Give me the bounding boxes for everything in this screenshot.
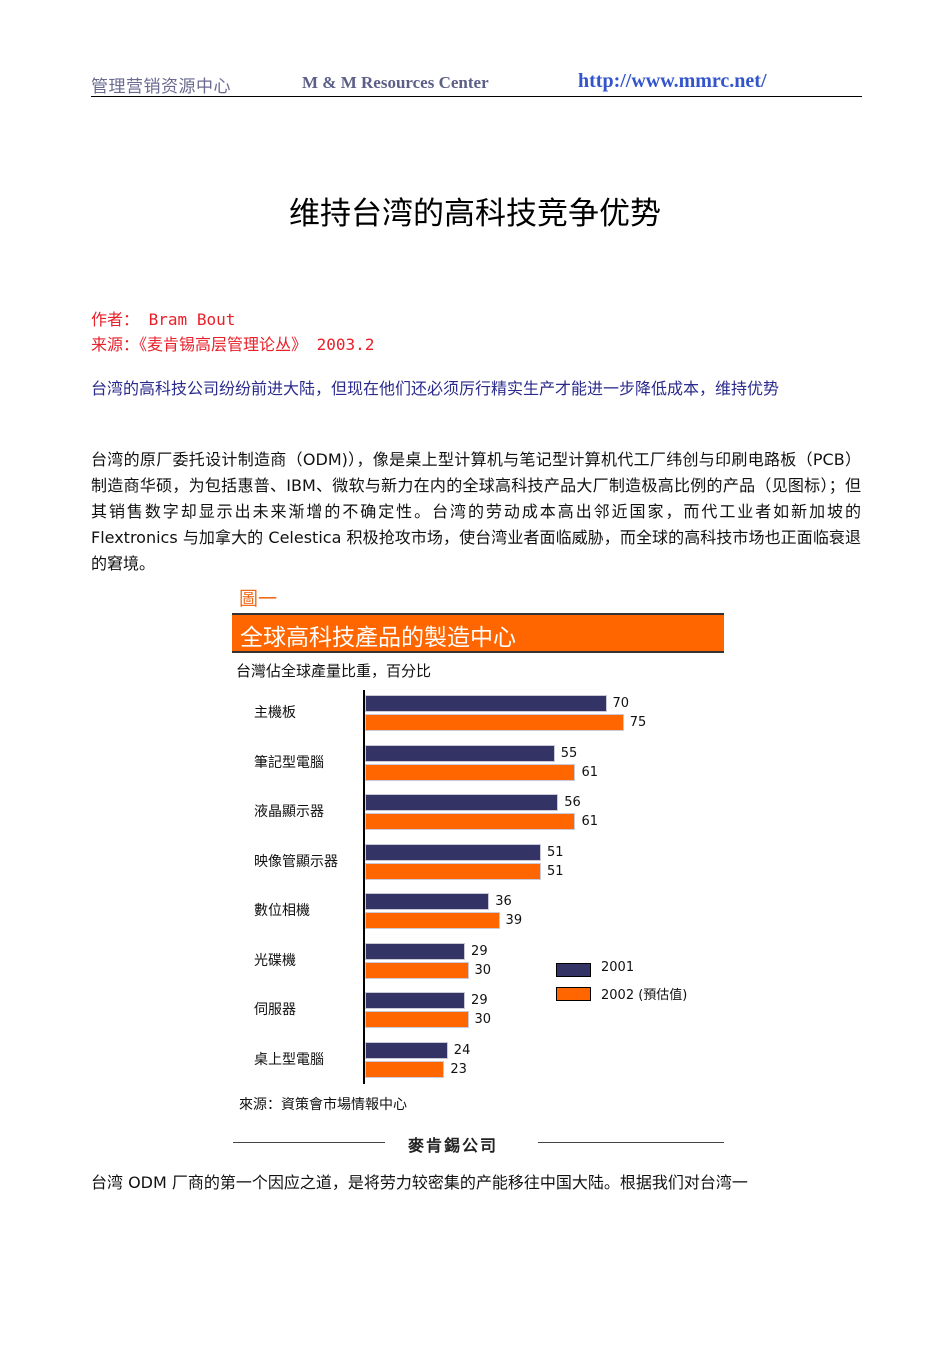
legend-label-2001: 2001 bbox=[601, 960, 635, 975]
figure-subtitle: 台灣佔全球產量比重，百分比 bbox=[236, 662, 432, 680]
bar-value-label: 61 bbox=[581, 764, 598, 780]
category-label: 伺服器 bbox=[254, 1002, 296, 1018]
bar-2002 bbox=[365, 813, 576, 830]
bar-2001 bbox=[365, 992, 466, 1009]
body-paragraph-1: 台湾的原厂委托设计制造商（ODM)），像是桌上型计算机与笔记型计算机代工厂纬创与… bbox=[91, 450, 861, 573]
chart-axis bbox=[363, 690, 365, 1084]
legend-swatch-2001 bbox=[556, 963, 591, 977]
bar-value-label: 61 bbox=[581, 814, 598, 829]
divider-left bbox=[233, 1142, 385, 1143]
bar-2002 bbox=[365, 1060, 445, 1078]
bar-value-label: 56 bbox=[564, 795, 581, 810]
bar-2002 bbox=[365, 912, 500, 929]
bar-value-label: 39 bbox=[505, 913, 523, 928]
bar-value-label: 30 bbox=[474, 962, 492, 978]
page-header: 管理营销资源中心 M & M Resources Center http://w… bbox=[91, 70, 862, 97]
site-url-link[interactable]: http://www.mmrc.net/ bbox=[578, 70, 767, 92]
article-title: 维持台湾的高科技竞争优势 bbox=[289, 196, 661, 232]
bar-2001 bbox=[365, 695, 607, 712]
source-line: 来源：《麦肯锡高层管理论丛》 2003.2 bbox=[91, 331, 374, 355]
bar-2001 bbox=[365, 1041, 448, 1059]
category-label: 液晶顯示器 bbox=[254, 804, 324, 820]
org-name-cn: 管理营销资源中心 bbox=[91, 77, 231, 97]
bar-2002 bbox=[365, 961, 469, 979]
org-name-en: M & M Resources Center bbox=[302, 73, 489, 92]
legend-label-2002: 2002 (預估值) bbox=[601, 988, 688, 1003]
category-label: 桌上型電腦 bbox=[254, 1051, 324, 1068]
bar-2002 bbox=[365, 763, 576, 781]
figure-banner: 全球高科技產品的製造中心 bbox=[232, 613, 724, 653]
source-label: 来源： bbox=[91, 335, 140, 354]
bar-value-label: 36 bbox=[495, 894, 512, 909]
bar-2001 bbox=[365, 794, 559, 811]
source-name: 《麦肯锡高层管理论丛》 2003.2 bbox=[139, 335, 375, 354]
bar-value-label: 70 bbox=[612, 696, 630, 711]
bar-value-label: 23 bbox=[450, 1061, 467, 1077]
bar-value-label: 51 bbox=[546, 863, 564, 879]
figure-label: 圖一 bbox=[239, 588, 278, 610]
author-label: 作者： bbox=[91, 310, 140, 329]
category-label: 映像管顯示器 bbox=[254, 853, 338, 870]
legend-swatch-2002 bbox=[556, 987, 591, 1001]
bar-2002 bbox=[365, 1011, 469, 1028]
category-label: 數位相機 bbox=[254, 903, 310, 919]
category-label: 筆記型電腦 bbox=[254, 754, 324, 771]
author-line: 作者： Bram Bout bbox=[91, 306, 235, 330]
category-label: 主機板 bbox=[254, 705, 296, 721]
bar-value-label: 51 bbox=[546, 844, 564, 860]
bar-2002 bbox=[365, 862, 541, 880]
bar-2002 bbox=[365, 714, 624, 731]
bar-2001 bbox=[365, 843, 541, 861]
bar-2001 bbox=[365, 744, 555, 762]
figure-title: 全球高科技產品的製造中心 bbox=[240, 625, 516, 651]
bar-value-label: 29 bbox=[471, 943, 488, 959]
figure-source: 來源：資策會市場情報中心 bbox=[239, 1097, 407, 1113]
figure-chart: 圖一 全球高科技產品的製造中心 台灣佔全球產量比重，百分比 主機板 70 75 筆記型… bbox=[230, 584, 730, 1159]
bar-2001 bbox=[365, 893, 490, 910]
category-label: 光碟機 bbox=[254, 952, 296, 969]
bar-value-label: 75 bbox=[629, 715, 647, 730]
body-paragraph-2: 台湾 ODM 厂商的第一个因应之道，是将劳力较密集的产能移往中国大陆。根据我们对… bbox=[91, 1173, 748, 1192]
bar-value-label: 55 bbox=[560, 745, 578, 761]
bar-value-label: 30 bbox=[474, 1012, 492, 1027]
footer-brand: 麥肯錫公司 bbox=[408, 1136, 499, 1155]
bar-value-label: 29 bbox=[471, 993, 488, 1008]
bar-value-label: 24 bbox=[453, 1042, 471, 1058]
lead-paragraph: 台湾的高科技公司纷纷前进大陆，但现在他们还必须厉行精实生产才能进一步降低成本，维… bbox=[91, 379, 780, 398]
divider-right bbox=[538, 1142, 724, 1143]
author-name: Bram Bout bbox=[139, 310, 236, 329]
bar-2001 bbox=[365, 942, 466, 960]
